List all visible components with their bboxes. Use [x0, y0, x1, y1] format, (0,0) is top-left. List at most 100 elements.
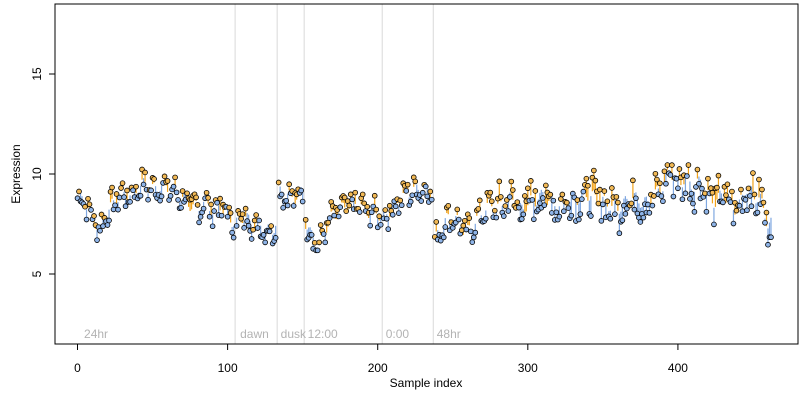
data-point: [730, 220, 737, 227]
data-point: [343, 208, 349, 214]
data-point: [454, 206, 461, 213]
data-point: [179, 188, 186, 194]
data-point: [550, 197, 557, 204]
data-point: [94, 237, 100, 243]
data-point: [440, 234, 447, 241]
segment-label: 48hr: [437, 327, 461, 341]
data-point: [298, 187, 304, 194]
data-point: [119, 180, 126, 186]
data-point: [507, 194, 513, 200]
data-point: [422, 183, 429, 190]
data-point: [628, 200, 635, 207]
data-point: [322, 239, 328, 246]
data-point: [646, 210, 653, 216]
data-point: [197, 214, 204, 220]
data-point: [760, 199, 767, 206]
data-point: [106, 217, 112, 224]
data-point: [229, 229, 235, 236]
data-point: [245, 222, 252, 229]
data-point: [418, 198, 425, 204]
data-point: [619, 217, 626, 224]
data-point: [442, 224, 449, 230]
data-point: [559, 191, 566, 198]
data-point: [250, 226, 256, 233]
data-point: [667, 172, 674, 178]
data-point: [733, 207, 740, 214]
data-point: [142, 169, 148, 176]
data-point: [616, 230, 623, 237]
data-point: [347, 191, 354, 198]
data-point: [433, 219, 440, 225]
data-point: [645, 201, 651, 208]
data-point: [579, 196, 585, 202]
data-point: [124, 187, 130, 194]
data-point: [361, 200, 368, 207]
data-point: [519, 216, 525, 222]
data-point: [458, 227, 465, 234]
data-point: [664, 162, 671, 168]
data-point: [266, 228, 273, 235]
data-point: [364, 203, 371, 210]
data-point: [419, 189, 426, 196]
data-point: [609, 185, 615, 191]
data-point: [395, 210, 402, 216]
data-point: [532, 188, 539, 194]
x-axis: 0 100 200 300 400: [74, 344, 688, 375]
data-point: [763, 209, 770, 216]
data-point: [637, 219, 644, 225]
data-point: [476, 197, 483, 204]
data-point: [463, 226, 470, 233]
x-axis-title: Sample index: [390, 376, 463, 390]
data-point: [685, 162, 692, 168]
data-point: [386, 202, 393, 209]
data-point: [529, 197, 536, 203]
data-point: [317, 222, 324, 228]
data-point: [652, 170, 659, 177]
data-point: [682, 190, 689, 197]
data-point: [597, 186, 603, 193]
data-point: [510, 187, 516, 193]
data-point: [748, 203, 755, 210]
data-point: [412, 178, 419, 185]
data-point: [311, 239, 318, 246]
data-point: [565, 205, 572, 211]
data-point: [687, 196, 693, 202]
data-point: [113, 191, 120, 197]
data-point: [496, 178, 503, 185]
data-point: [112, 202, 118, 209]
data-point: [460, 222, 467, 229]
data-point: [203, 189, 210, 196]
data-point: [669, 162, 675, 168]
data-point: [585, 182, 591, 189]
data-point: [130, 187, 136, 194]
data-point: [359, 191, 366, 198]
data-point: [516, 204, 522, 211]
data-point: [493, 214, 500, 221]
data-point: [392, 203, 399, 210]
data-point: [488, 198, 495, 205]
data-point: [595, 200, 602, 207]
data-point: [540, 195, 546, 201]
data-point: [140, 181, 147, 188]
data-point: [331, 212, 337, 219]
x-tick-label: 0: [74, 361, 81, 375]
data-point: [349, 196, 356, 203]
data-point: [371, 192, 378, 199]
data-point: [724, 181, 731, 188]
data-point: [622, 211, 629, 217]
data-point: [502, 203, 509, 209]
data-point: [428, 196, 435, 203]
data-point: [377, 221, 384, 228]
data-point: [702, 190, 708, 197]
data-point: [193, 194, 199, 201]
y-tick-label: 15: [30, 67, 44, 81]
data-point: [709, 189, 716, 196]
data-point: [751, 191, 758, 198]
y-axis: 5 10 15: [30, 67, 55, 277]
data-point: [633, 195, 639, 202]
data-point: [337, 204, 343, 211]
data-point: [122, 203, 129, 210]
data-point: [482, 215, 489, 222]
data-point: [723, 192, 729, 198]
